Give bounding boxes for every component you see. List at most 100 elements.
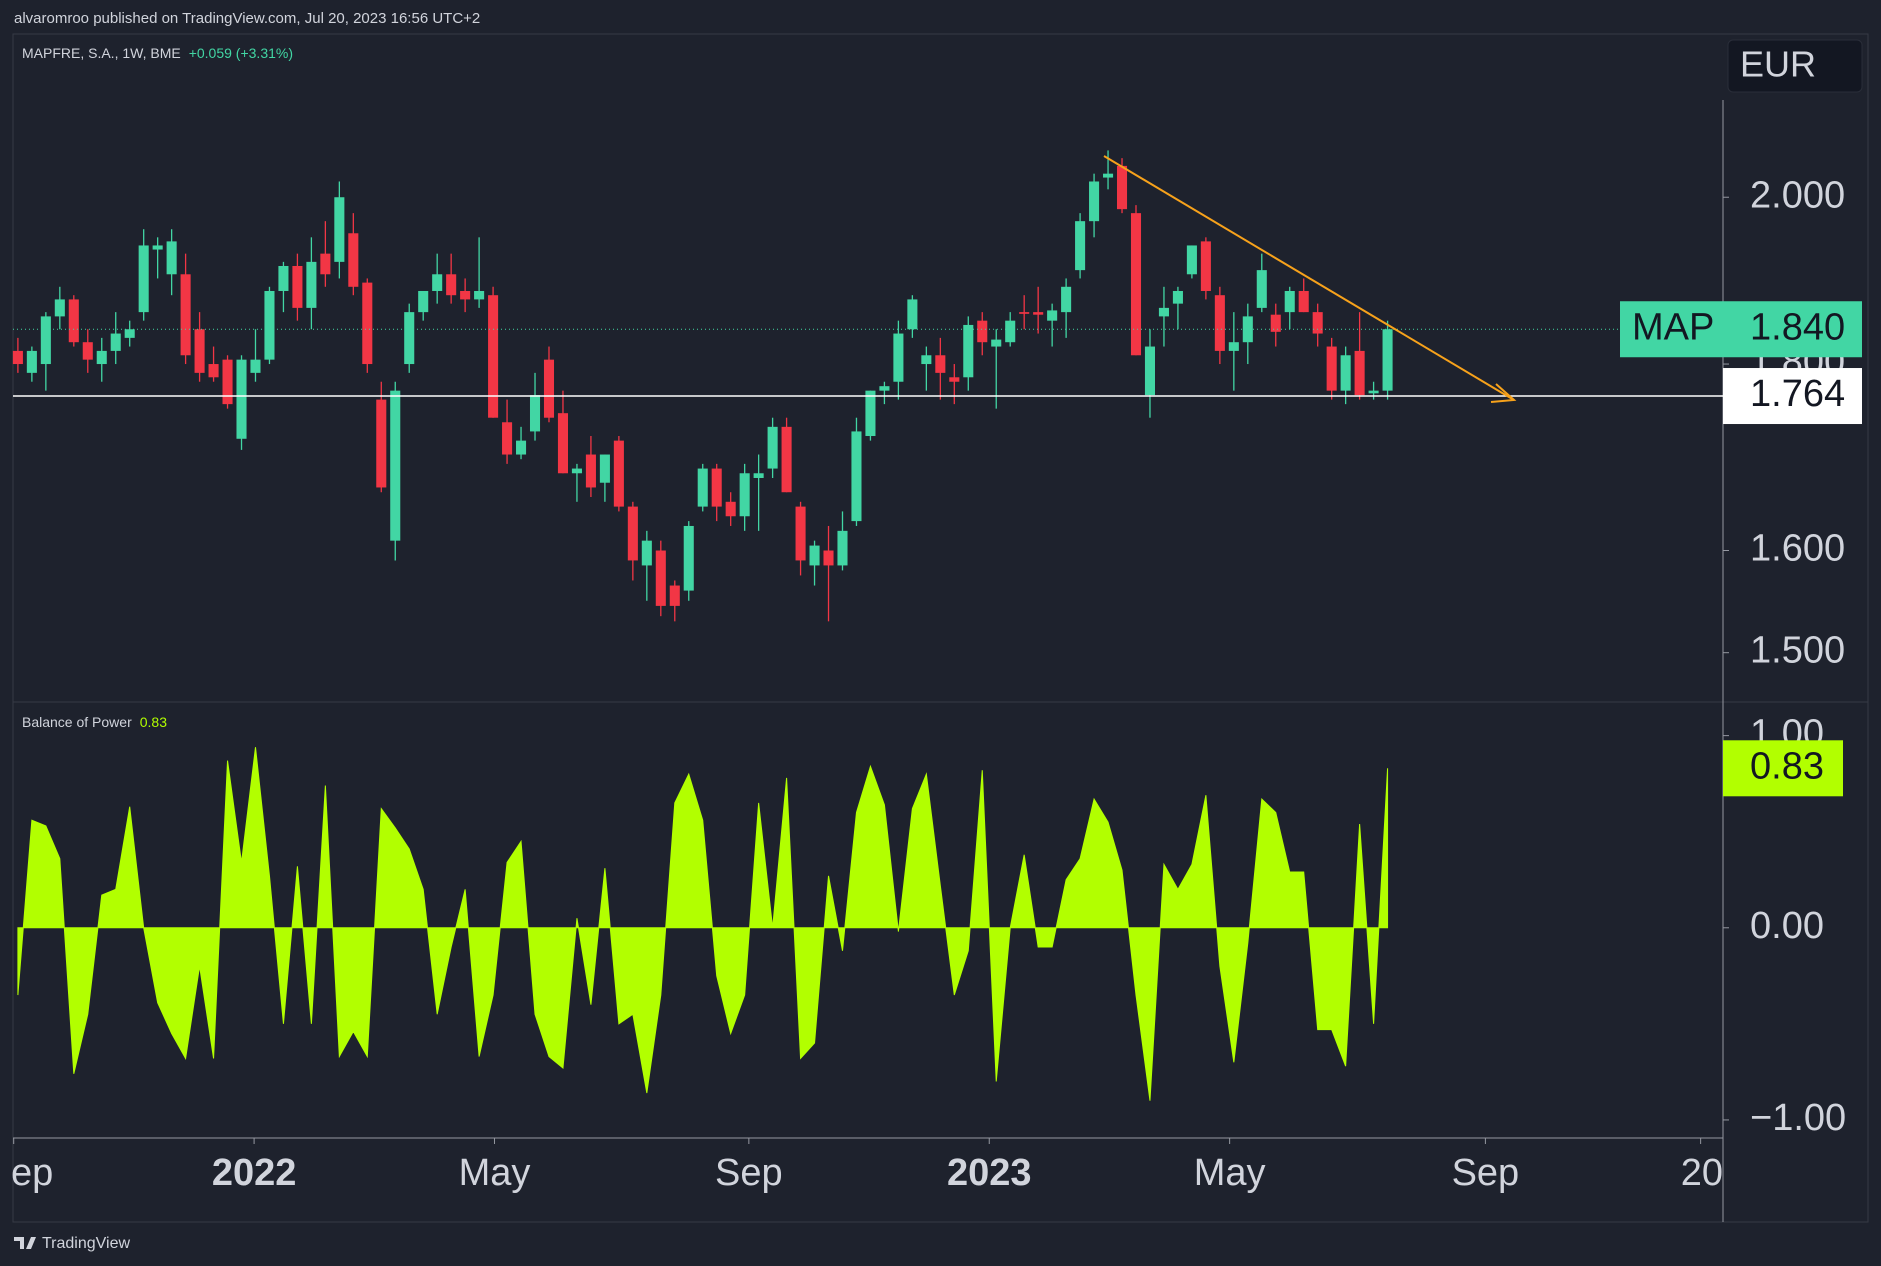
symbol-title: MAPFRE, S.A., 1W, BME +0.059 (+3.31%) [22, 45, 293, 61]
candle-body [376, 399, 387, 488]
candle-body [1047, 310, 1058, 321]
candle-body [1340, 355, 1351, 391]
candle-body [627, 506, 638, 561]
candle-body [68, 299, 79, 343]
candle-body [1116, 165, 1128, 210]
candle-body [949, 377, 960, 382]
candle-body [264, 290, 275, 360]
hline-box [1723, 368, 1862, 425]
candle-body [334, 197, 345, 262]
candle-body [893, 333, 904, 382]
candle-body [1089, 181, 1100, 222]
trend-arrow [1490, 383, 1517, 403]
candle-body [739, 473, 750, 517]
candle-body [585, 454, 596, 488]
candle-body [1228, 342, 1239, 351]
candle-body [1172, 290, 1183, 304]
candle-body [837, 530, 848, 566]
indicator-title: Balance of Power 0.83 [22, 714, 167, 730]
candle-body [1256, 270, 1267, 308]
header: alvaromroo published on TradingView.com,… [14, 10, 480, 27]
candle-body [1354, 350, 1365, 396]
candle-body [1200, 241, 1211, 291]
candle-body [1326, 346, 1337, 391]
candle-body [180, 274, 191, 356]
candle-body [529, 395, 541, 432]
candle-body [935, 355, 946, 373]
candle-body [1103, 173, 1114, 178]
candle-body [12, 350, 23, 365]
candle-body [921, 355, 932, 365]
x-tick-label: 20 [1681, 1152, 1723, 1194]
candle-body [320, 253, 331, 275]
candle-body [1005, 320, 1016, 343]
candle-body [110, 333, 121, 351]
candle-body [1214, 295, 1225, 351]
candle-body [446, 274, 457, 296]
currency-box[interactable] [1727, 39, 1863, 93]
candle-body [753, 473, 764, 478]
candle-body [152, 245, 163, 250]
last-price-label: 1.840 [1750, 306, 1845, 348]
footer-logo: TradingView [14, 1235, 130, 1252]
candle-body [1019, 312, 1030, 314]
candle-body [781, 426, 792, 493]
candle-body [208, 364, 219, 378]
frame [12, 33, 1869, 1223]
candle-body [432, 274, 443, 291]
candle-body [795, 506, 806, 561]
candle-body [348, 233, 359, 287]
candle-body [1075, 221, 1086, 271]
candle-body [851, 431, 862, 522]
candle-body [865, 390, 876, 437]
candle-body [543, 359, 555, 418]
candle-body [124, 329, 135, 338]
candle-body [599, 454, 610, 483]
candle-body [655, 550, 666, 606]
title: Balance of Power [22, 714, 132, 730]
x-tick-label: May [459, 1152, 531, 1194]
candle-body [1270, 314, 1281, 332]
x-tick-label: 2023 [947, 1152, 1032, 1194]
y-tick-label: 2.000 [1750, 174, 1845, 216]
candle-body [1242, 316, 1253, 343]
candle-body [1033, 312, 1044, 315]
candle-body [390, 390, 401, 541]
y-tick-label: 0.00 [1750, 905, 1824, 947]
candle-body [40, 316, 51, 365]
candle-body [879, 386, 890, 391]
trend-line [1103, 155, 1515, 401]
candle-body [907, 299, 918, 330]
candle-body [1312, 312, 1323, 334]
candle-body [460, 290, 471, 300]
candle-body [1368, 390, 1379, 394]
candle-body [292, 265, 303, 308]
x-tick-label: Sep [1452, 1152, 1520, 1194]
candle-body [711, 468, 722, 507]
hline-label: 1.764 [1750, 373, 1845, 415]
change: +0.059 (+3.31%) [189, 45, 293, 61]
currency[interactable]: EUR [1740, 44, 1816, 85]
candle-body [236, 359, 247, 439]
candle-body [1144, 346, 1156, 396]
x-tick-label: 2022 [212, 1152, 297, 1194]
candle-body [991, 339, 1002, 347]
candle-body [250, 359, 261, 373]
candle-body [1130, 213, 1142, 356]
bop-area [17, 747, 1389, 1101]
candle-body [697, 468, 708, 507]
x-tick-label: ep [11, 1152, 53, 1194]
bop-value-label: 0.83 [1750, 745, 1824, 787]
candle-body [278, 265, 289, 291]
footer: TradingView [42, 1235, 130, 1252]
candle-body [488, 295, 499, 418]
candle-body [418, 290, 429, 313]
x-tick-label: May [1194, 1152, 1266, 1194]
candle-body [767, 426, 778, 469]
candle-body [222, 359, 233, 405]
candle-body [54, 299, 65, 317]
